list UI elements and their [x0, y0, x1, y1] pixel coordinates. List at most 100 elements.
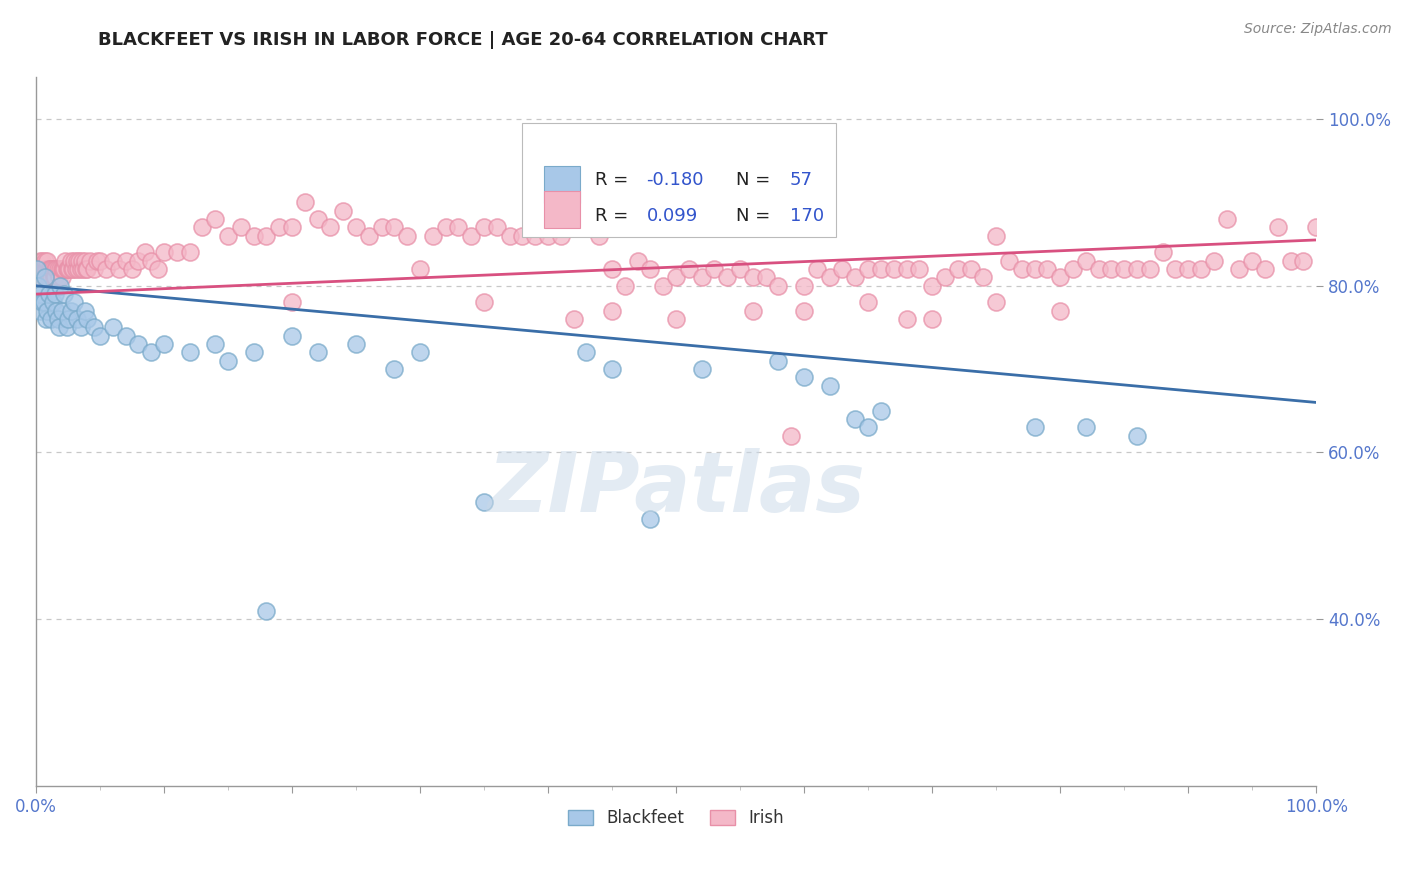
Point	[37, 253, 59, 268]
Point	[1189, 262, 1212, 277]
Point	[562, 312, 585, 326]
Point	[460, 228, 482, 243]
Point	[41, 262, 63, 277]
Text: -0.180: -0.180	[647, 171, 704, 189]
Point	[972, 270, 994, 285]
Text: N =: N =	[737, 171, 776, 189]
Point	[34, 253, 56, 268]
Point	[108, 262, 131, 277]
Point	[409, 345, 432, 359]
Point	[613, 278, 636, 293]
Point	[191, 220, 214, 235]
Point	[562, 220, 585, 235]
Point	[281, 220, 304, 235]
Point	[254, 228, 277, 243]
Point	[179, 245, 201, 260]
Point	[294, 195, 316, 210]
Point	[1215, 212, 1237, 227]
Point	[46, 312, 69, 326]
Point	[870, 404, 893, 418]
Text: 0.099: 0.099	[647, 207, 697, 225]
Point	[62, 262, 84, 277]
FancyBboxPatch shape	[523, 123, 837, 236]
Point	[51, 270, 73, 285]
Point	[38, 270, 60, 285]
Point	[1074, 253, 1097, 268]
Point	[1074, 420, 1097, 434]
Point	[38, 287, 60, 301]
Point	[37, 262, 59, 277]
Point	[204, 212, 226, 227]
Point	[307, 345, 329, 359]
Point	[37, 303, 59, 318]
Point	[921, 278, 943, 293]
Point	[768, 278, 790, 293]
Point	[1152, 245, 1174, 260]
Point	[59, 303, 82, 318]
Point	[844, 270, 866, 285]
Point	[34, 270, 56, 285]
Point	[75, 262, 97, 277]
Point	[1087, 262, 1109, 277]
Point	[1126, 429, 1149, 443]
Point	[31, 295, 53, 310]
Point	[870, 262, 893, 277]
Point	[134, 245, 156, 260]
Point	[908, 262, 931, 277]
Point	[575, 345, 598, 359]
Point	[600, 262, 623, 277]
Point	[65, 262, 87, 277]
Point	[229, 220, 252, 235]
Point	[153, 245, 176, 260]
Point	[52, 262, 75, 277]
Point	[485, 220, 508, 235]
Point	[44, 287, 66, 301]
Point	[665, 270, 688, 285]
Point	[49, 278, 72, 293]
Point	[793, 303, 815, 318]
Point	[422, 228, 444, 243]
Point	[76, 312, 98, 326]
Point	[121, 262, 143, 277]
Point	[44, 262, 66, 277]
Point	[998, 253, 1021, 268]
Point	[34, 262, 56, 277]
Point	[83, 320, 105, 334]
Point	[32, 295, 55, 310]
Point	[27, 278, 49, 293]
Point	[32, 270, 55, 285]
Point	[384, 220, 406, 235]
Legend: Blackfeet, Irish: Blackfeet, Irish	[562, 803, 790, 834]
Point	[1305, 220, 1327, 235]
Point	[550, 228, 572, 243]
Point	[281, 328, 304, 343]
Point	[49, 262, 72, 277]
Point	[48, 320, 70, 334]
Point	[1202, 253, 1225, 268]
Point	[640, 262, 662, 277]
Point	[89, 328, 111, 343]
Point	[984, 228, 1007, 243]
Point	[447, 220, 470, 235]
Point	[166, 245, 188, 260]
Point	[51, 262, 73, 277]
Point	[332, 203, 354, 218]
Point	[101, 320, 124, 334]
Point	[254, 604, 277, 618]
Point	[55, 262, 77, 277]
Point	[69, 253, 91, 268]
Point	[38, 262, 60, 277]
Point	[1241, 253, 1264, 268]
Point	[69, 262, 91, 277]
Point	[58, 262, 80, 277]
Point	[127, 337, 149, 351]
Point	[600, 362, 623, 376]
Point	[55, 253, 77, 268]
Point	[1011, 262, 1033, 277]
Point	[56, 262, 79, 277]
Point	[73, 253, 96, 268]
Point	[434, 220, 457, 235]
Point	[934, 270, 956, 285]
Point	[768, 353, 790, 368]
Point	[217, 353, 239, 368]
